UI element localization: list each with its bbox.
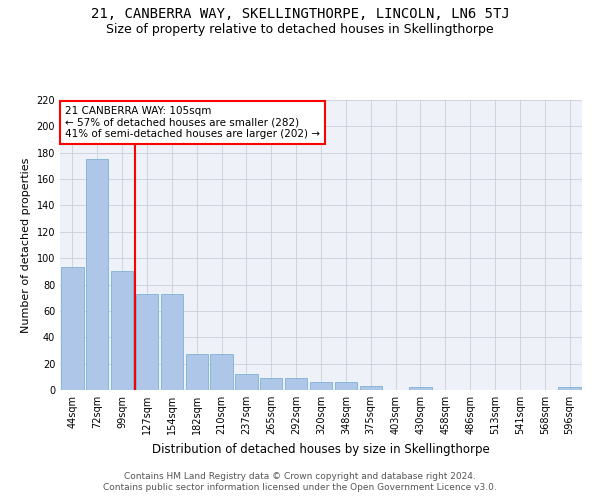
Bar (335, 382, 357, 390)
Bar (86, 160, 109, 390)
Bar (161, 294, 183, 390)
Text: Contains HM Land Registry data © Crown copyright and database right 2024.: Contains HM Land Registry data © Crown c… (124, 472, 476, 481)
Bar (559, 388, 581, 390)
Bar (409, 388, 431, 390)
Bar (185, 354, 208, 390)
Text: 21, CANBERRA WAY, SKELLINGTHORPE, LINCOLN, LN6 5TJ: 21, CANBERRA WAY, SKELLINGTHORPE, LINCOL… (91, 8, 509, 22)
Text: Size of property relative to detached houses in Skellingthorpe: Size of property relative to detached ho… (106, 22, 494, 36)
Bar (260, 378, 283, 390)
Text: Contains public sector information licensed under the Open Government Licence v3: Contains public sector information licen… (103, 483, 497, 492)
Y-axis label: Number of detached properties: Number of detached properties (21, 158, 31, 332)
Bar (61, 268, 83, 390)
Bar (136, 294, 158, 390)
Text: 21 CANBERRA WAY: 105sqm
← 57% of detached houses are smaller (282)
41% of semi-d: 21 CANBERRA WAY: 105sqm ← 57% of detache… (65, 106, 320, 139)
Bar (235, 374, 257, 390)
Bar (211, 354, 233, 390)
Bar (359, 386, 382, 390)
Bar (310, 382, 332, 390)
Bar (285, 378, 307, 390)
Bar (111, 272, 133, 390)
Text: Distribution of detached houses by size in Skellingthorpe: Distribution of detached houses by size … (152, 442, 490, 456)
